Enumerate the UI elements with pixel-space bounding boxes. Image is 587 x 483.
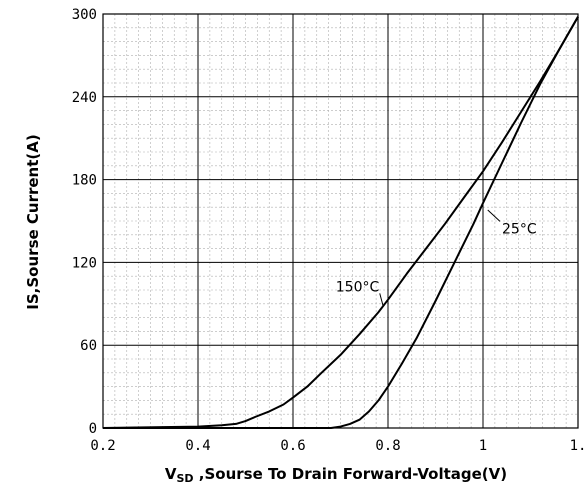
x-tick-label: 0.6 <box>280 438 305 454</box>
x-tick-label: 1. <box>570 438 587 454</box>
x-tick-labels: 0.2 0.4 0.6 0.8 1 1. <box>90 438 586 454</box>
annotation-label: 25°C <box>502 221 537 237</box>
y-axis-title: IS,Sourse Current(A) <box>24 134 42 309</box>
y-tick-label: 300 <box>72 7 97 23</box>
plot-area-frame <box>102 13 579 429</box>
y-tick-label: 0 <box>89 421 97 437</box>
x-axis-title: VSD ,Sourse To Drain Forward-Voltage(V) <box>165 465 507 483</box>
y-tick-label: 240 <box>72 90 97 106</box>
y-tick-labels: 0 60 120 180 240 300 <box>72 7 97 437</box>
x-axis-title-subscript: SD <box>176 472 193 483</box>
x-tick-label: 0.4 <box>185 438 210 454</box>
minor-grid <box>103 14 578 428</box>
annotation-label: 150°C <box>336 279 380 295</box>
series-layer <box>102 16 579 429</box>
x-tick-label: 0.8 <box>375 438 400 454</box>
series-line-1 <box>102 16 579 429</box>
annotation-layer: 150°C 25°C <box>336 209 537 307</box>
x-tick-label: 1 <box>479 438 487 454</box>
y-tick-label: 180 <box>72 173 97 189</box>
x-tick-label: 0.2 <box>90 438 115 454</box>
y-tick-label: 60 <box>80 338 97 354</box>
x-axis-title-main: V <box>165 465 177 483</box>
series-line-2 <box>103 16 579 429</box>
annotation-pointer <box>487 209 501 222</box>
annotation-pointer <box>379 293 384 307</box>
y-tick-label: 120 <box>72 255 97 271</box>
x-axis-title-rest: ,Sourse To Drain Forward-Voltage(V) <box>194 465 508 483</box>
